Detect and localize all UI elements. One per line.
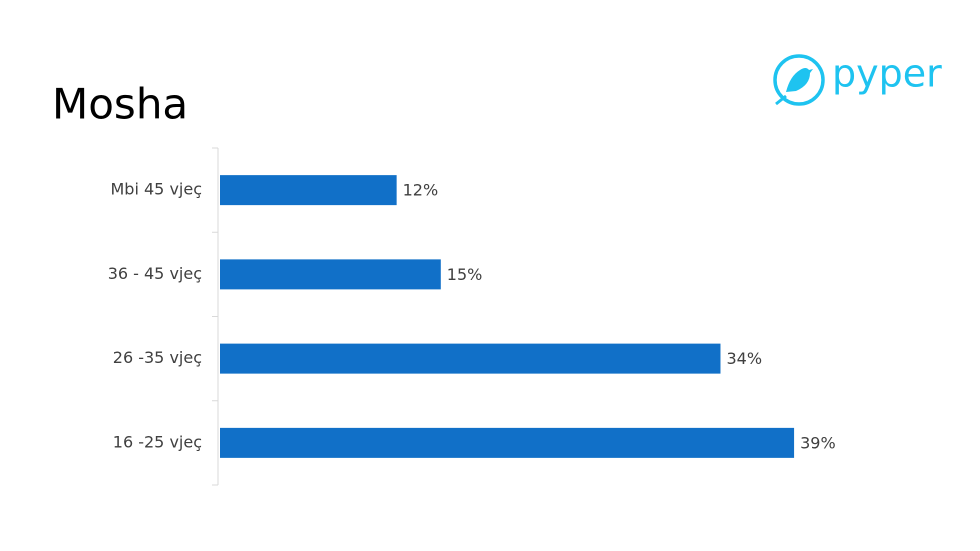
data-label: 15% [447, 265, 483, 284]
category-label: 16 -25 vjeç [113, 432, 202, 451]
data-label: 34% [726, 349, 762, 368]
bar [220, 175, 397, 206]
bar [220, 259, 441, 290]
bar [220, 343, 721, 374]
logo: pyper [773, 52, 942, 106]
data-label: 12% [403, 181, 439, 200]
category-label: 36 - 45 vjeç [108, 264, 202, 283]
logo-bird [786, 68, 813, 92]
category-label: 26 -35 vjeç [113, 348, 202, 367]
logo-ring [773, 54, 825, 106]
bar [220, 427, 795, 458]
logo-text: pyper [832, 52, 942, 96]
data-label: 39% [800, 433, 836, 452]
chart-title: Mosha [52, 80, 188, 129]
category-label: Mbi 45 vjeç [111, 180, 203, 199]
logo-tail [775, 94, 787, 106]
